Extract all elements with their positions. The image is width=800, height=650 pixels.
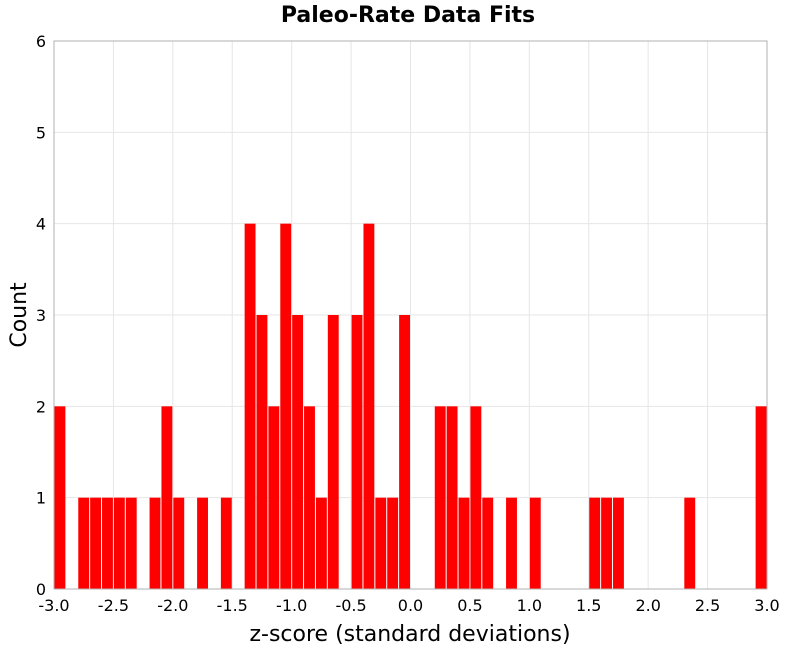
y-tick-label: 4 <box>36 215 46 234</box>
x-tick-label: 1.5 <box>576 596 601 615</box>
histogram-bar <box>149 497 161 589</box>
histogram-bar <box>470 406 482 589</box>
y-tick-label: 1 <box>36 489 46 508</box>
x-tick-label: -1.0 <box>276 596 307 615</box>
histogram-bar <box>90 497 102 589</box>
histogram-bar <box>315 497 327 589</box>
x-tick-label: 0.0 <box>398 596 423 615</box>
histogram-bar <box>304 406 315 589</box>
histogram-bar <box>256 315 268 589</box>
histogram-bar <box>78 497 90 589</box>
histogram-bar <box>161 406 173 589</box>
x-tick-label: 3.0 <box>754 596 779 615</box>
histogram-bar <box>613 497 624 589</box>
histogram-bar <box>220 497 232 589</box>
x-tick-label: 2.0 <box>635 596 660 615</box>
plot-area-border <box>53 40 768 590</box>
histogram-bar <box>755 406 767 589</box>
y-tick-label: 6 <box>36 32 46 51</box>
y-axis-ticks: 0 1 2 3 4 5 6 <box>36 32 46 599</box>
histogram-bar <box>399 315 410 589</box>
x-tick-label: -3.0 <box>38 596 69 615</box>
histogram-bar <box>589 497 601 589</box>
histogram-bar <box>363 223 375 589</box>
histogram-bar <box>482 497 494 589</box>
y-tick-label: 2 <box>36 397 46 416</box>
histogram-bar <box>351 315 363 589</box>
histogram-bar <box>244 223 256 589</box>
histogram-bar <box>434 406 446 589</box>
bars <box>54 223 767 589</box>
chart-title: Paleo-Rate Data Fits <box>281 3 535 28</box>
histogram-bar <box>529 497 541 589</box>
histogram-bar <box>446 406 458 589</box>
y-tick-label: 3 <box>36 306 46 325</box>
x-tick-label: 1.0 <box>517 596 542 615</box>
x-tick-label: -2.5 <box>98 596 129 615</box>
histogram-bar <box>601 497 613 589</box>
histogram-bar <box>327 315 339 589</box>
y-axis-label: Count <box>7 282 32 348</box>
histogram-bar <box>102 497 113 589</box>
histogram-bar <box>268 406 280 589</box>
y-tick-label: 5 <box>36 123 46 142</box>
histogram-bar <box>375 497 387 589</box>
histogram-bar <box>54 406 66 589</box>
x-tick-label: -1.5 <box>217 596 248 615</box>
x-axis-label: z-score (standard deviations) <box>249 622 570 647</box>
histogram-bar <box>292 315 304 589</box>
x-tick-label: 0.5 <box>457 596 482 615</box>
histogram-bar <box>684 497 696 589</box>
histogram-bar <box>506 497 517 589</box>
histogram-bar <box>125 497 137 589</box>
x-axis-ticks: -3.0 -2.5 -2.0 -1.5 -1.0 -0.5 0.0 0.5 1.0 1.5 2.0 2… <box>38 596 779 615</box>
histogram-bar <box>387 497 399 589</box>
x-tick-label: -2.0 <box>157 596 188 615</box>
histogram-bar <box>280 223 292 589</box>
x-tick-label: -0.5 <box>335 596 366 615</box>
y-tick-label: 0 <box>36 580 46 599</box>
histogram-bar <box>197 497 208 589</box>
histogram-bar <box>113 497 125 589</box>
histogram-bar <box>458 497 470 589</box>
grid <box>53 40 768 590</box>
x-tick-label: 2.5 <box>695 596 720 615</box>
histogram-bar <box>173 497 185 589</box>
